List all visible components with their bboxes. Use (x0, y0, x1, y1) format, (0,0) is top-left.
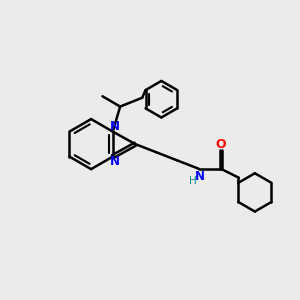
Text: O: O (216, 138, 226, 151)
Text: N: N (194, 170, 205, 183)
Text: N: N (110, 155, 120, 168)
Text: N: N (110, 120, 120, 133)
Text: H: H (189, 176, 196, 186)
